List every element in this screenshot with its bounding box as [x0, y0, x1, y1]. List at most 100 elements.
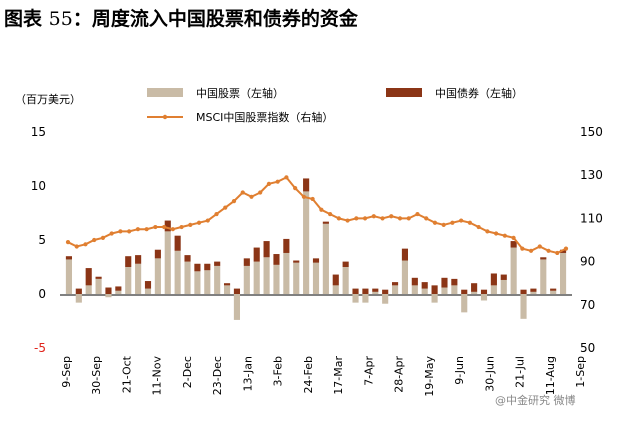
index-point	[258, 190, 263, 195]
x-tick-label: 11-Aug	[544, 356, 557, 395]
bar-stock	[164, 231, 171, 294]
bar-bond	[223, 283, 231, 286]
x-tick-label: 30-Sep	[90, 356, 103, 395]
bar-bond	[214, 261, 221, 266]
bar-bond	[401, 248, 409, 261]
bar-stock	[65, 259, 73, 294]
bar-bond	[184, 255, 191, 262]
index-point	[301, 194, 306, 199]
index-point	[74, 244, 79, 249]
bar-stock	[293, 262, 300, 294]
index-point	[205, 218, 210, 223]
x-tick-label: 9-Sep	[60, 356, 73, 388]
index-point	[537, 244, 542, 249]
index-point	[214, 211, 219, 217]
bar-stock	[283, 252, 290, 294]
bar-bond	[243, 258, 250, 266]
x-tick-label: 13-Jan	[241, 356, 254, 392]
index-point	[135, 227, 140, 232]
index-point	[563, 246, 569, 251]
bar-stock	[510, 247, 517, 294]
bar-bond	[144, 281, 152, 289]
index-point	[127, 229, 132, 234]
x-tick-label: 21-Jul	[514, 356, 527, 388]
bar-stock	[540, 259, 547, 294]
bar-bond	[194, 263, 201, 272]
bar-bond	[391, 282, 399, 286]
x-tick-label: 28-Apr	[393, 356, 406, 393]
index-point	[380, 216, 385, 221]
bar-stock	[312, 262, 320, 294]
bar-bond	[233, 288, 241, 294]
bar-bond	[115, 286, 122, 291]
bar-stock	[490, 285, 497, 294]
bar-stock	[135, 263, 142, 294]
series-bond-bars	[65, 178, 567, 294]
legend-swatch-stock	[147, 88, 183, 97]
bar-bond	[105, 287, 112, 294]
index-point	[240, 190, 245, 195]
bar-stock	[480, 294, 488, 301]
legend-marker-index	[162, 114, 168, 120]
bar-bond	[530, 288, 537, 292]
bar-stock	[174, 250, 181, 294]
index-point	[389, 214, 394, 219]
bar-stock	[214, 265, 221, 294]
index-point	[100, 235, 106, 240]
bar-bond	[372, 288, 379, 292]
index-point	[275, 179, 280, 184]
bar-stock	[223, 285, 231, 294]
y-tick-left: 10	[31, 179, 46, 193]
x-axis: 9-Sep 30-Sep 21-Oct 11-Nov 2-Dec 23-Dec 13-Jan…	[60, 355, 587, 396]
index-point	[354, 216, 359, 221]
index-point	[92, 237, 97, 243]
bar-bond	[382, 289, 389, 294]
bar-stock	[500, 279, 507, 294]
index-point	[528, 248, 534, 253]
index-point	[65, 240, 71, 245]
index-point	[511, 235, 516, 240]
bar-stock	[115, 290, 122, 294]
bar-stock	[411, 285, 418, 294]
index-point	[345, 218, 350, 223]
bar-bond	[510, 241, 517, 248]
index-point	[467, 220, 472, 225]
index-point	[179, 224, 184, 230]
bar-bond	[283, 238, 290, 253]
index-point	[284, 175, 289, 180]
bar-bond	[125, 256, 132, 267]
x-tick-label: 7-Apr	[362, 356, 375, 386]
bar-bond	[263, 241, 270, 258]
bar-bond	[273, 254, 280, 265]
index-point	[415, 211, 420, 217]
bar-bond	[204, 263, 211, 271]
index-point	[249, 194, 254, 199]
watermark: @中金研究 微博	[495, 393, 576, 407]
bar-bond	[332, 274, 339, 286]
legend-label-index: MSCI中国股票指数（右轴）	[196, 110, 333, 124]
index-point	[555, 250, 560, 256]
index-point	[109, 231, 114, 236]
index-point	[494, 231, 499, 236]
y-tick-right: 150	[580, 125, 603, 139]
index-point	[371, 214, 376, 219]
index-line-path	[67, 176, 567, 255]
y-tick-right: 130	[580, 168, 603, 182]
index-point	[476, 224, 481, 230]
series-index-line	[65, 175, 569, 256]
bar-bond	[520, 289, 527, 294]
bar-bond	[174, 235, 181, 251]
index-point	[432, 220, 438, 225]
bar-stock	[184, 261, 191, 294]
bar-stock	[75, 294, 82, 303]
y-tick-right: 90	[580, 255, 595, 269]
bar-bond	[490, 273, 497, 286]
index-point	[231, 199, 237, 204]
index-point	[406, 216, 411, 221]
bar-stock	[401, 260, 409, 294]
bar-bond	[471, 283, 478, 292]
bar-stock	[342, 267, 349, 294]
bar-stock	[253, 261, 260, 294]
index-point	[397, 216, 403, 221]
x-tick-label: 23-Dec	[211, 356, 224, 395]
